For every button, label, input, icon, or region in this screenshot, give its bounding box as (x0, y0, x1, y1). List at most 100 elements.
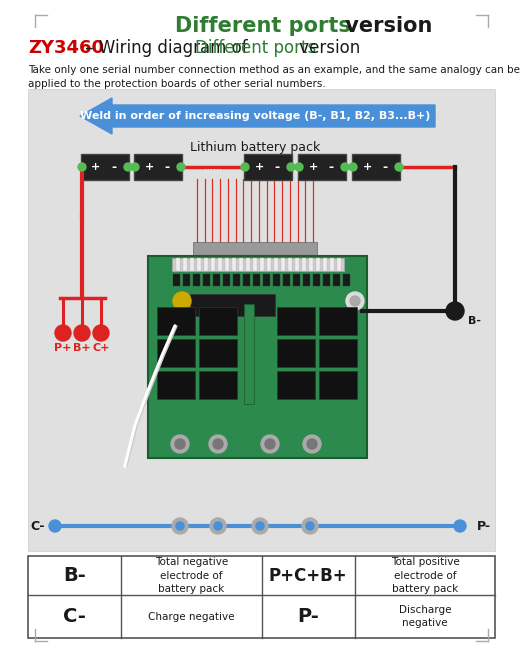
FancyBboxPatch shape (203, 274, 210, 286)
Text: ......: ...... (204, 162, 222, 172)
Circle shape (55, 325, 71, 341)
FancyBboxPatch shape (213, 274, 220, 286)
FancyBboxPatch shape (260, 258, 264, 271)
FancyBboxPatch shape (243, 274, 250, 286)
Circle shape (175, 439, 185, 449)
FancyBboxPatch shape (199, 307, 237, 335)
Circle shape (173, 292, 191, 310)
Circle shape (213, 439, 223, 449)
Circle shape (295, 163, 303, 171)
Circle shape (446, 302, 464, 320)
FancyBboxPatch shape (253, 274, 260, 286)
Circle shape (350, 296, 360, 306)
FancyBboxPatch shape (239, 258, 243, 271)
FancyBboxPatch shape (204, 258, 208, 271)
Text: Lithium battery pack: Lithium battery pack (190, 142, 320, 155)
FancyBboxPatch shape (183, 274, 190, 286)
Text: Discharge
negative: Discharge negative (399, 605, 451, 628)
FancyBboxPatch shape (298, 154, 346, 180)
Text: +: + (362, 162, 372, 172)
FancyBboxPatch shape (193, 242, 317, 256)
Text: +: + (144, 162, 154, 172)
FancyBboxPatch shape (263, 274, 270, 286)
FancyBboxPatch shape (337, 258, 341, 271)
Circle shape (209, 435, 227, 453)
FancyBboxPatch shape (233, 274, 240, 286)
FancyBboxPatch shape (199, 339, 237, 367)
Text: B-: B- (468, 316, 481, 326)
Text: Different ports: Different ports (195, 39, 316, 57)
Text: -: - (111, 161, 117, 173)
FancyBboxPatch shape (319, 307, 357, 335)
Text: +: + (309, 162, 317, 172)
Text: version: version (338, 16, 433, 36)
FancyBboxPatch shape (232, 258, 236, 271)
Text: P-: P- (477, 520, 491, 533)
FancyBboxPatch shape (197, 258, 201, 271)
FancyBboxPatch shape (323, 258, 327, 271)
FancyArrow shape (80, 98, 435, 134)
Circle shape (306, 522, 314, 530)
FancyBboxPatch shape (81, 154, 129, 180)
FancyBboxPatch shape (190, 258, 194, 271)
Circle shape (74, 325, 90, 341)
Circle shape (177, 163, 185, 171)
Text: P+C+B+: P+C+B+ (269, 567, 347, 584)
FancyBboxPatch shape (319, 371, 357, 399)
Text: -: - (328, 161, 334, 173)
FancyBboxPatch shape (303, 274, 310, 286)
Text: Take only one serial number connection method as an example, and the same analog: Take only one serial number connection m… (28, 65, 520, 89)
FancyBboxPatch shape (295, 258, 299, 271)
FancyBboxPatch shape (28, 89, 495, 551)
Text: ZY3460: ZY3460 (28, 39, 104, 57)
FancyBboxPatch shape (333, 274, 340, 286)
Text: Charge negative: Charge negative (148, 611, 235, 622)
Circle shape (176, 522, 184, 530)
Text: C-: C- (31, 520, 46, 533)
FancyBboxPatch shape (157, 307, 195, 335)
FancyBboxPatch shape (319, 339, 357, 367)
FancyBboxPatch shape (274, 258, 278, 271)
FancyBboxPatch shape (244, 154, 292, 180)
Text: Weld in order of increasing voltage (B-, B1, B2, B3...B+): Weld in order of increasing voltage (B-,… (80, 111, 430, 121)
Text: version: version (294, 39, 360, 57)
Text: +: + (254, 162, 264, 172)
FancyBboxPatch shape (28, 556, 495, 638)
Circle shape (303, 435, 321, 453)
Circle shape (454, 520, 466, 532)
Circle shape (346, 292, 364, 310)
FancyBboxPatch shape (283, 274, 290, 286)
Circle shape (349, 163, 357, 171)
Circle shape (261, 435, 279, 453)
FancyBboxPatch shape (273, 274, 280, 286)
Circle shape (171, 435, 189, 453)
Text: B-: B- (63, 566, 86, 585)
FancyBboxPatch shape (281, 258, 285, 271)
Circle shape (49, 520, 61, 532)
FancyBboxPatch shape (246, 258, 250, 271)
FancyBboxPatch shape (288, 258, 292, 271)
FancyBboxPatch shape (313, 274, 320, 286)
FancyBboxPatch shape (176, 258, 180, 271)
FancyBboxPatch shape (316, 258, 320, 271)
FancyBboxPatch shape (148, 256, 367, 458)
FancyBboxPatch shape (134, 154, 182, 180)
Text: Different ports: Different ports (175, 16, 351, 36)
FancyBboxPatch shape (302, 258, 306, 271)
Text: C-: C- (63, 607, 86, 626)
Text: – Wiring diagram of: – Wiring diagram of (80, 39, 253, 57)
Text: -: - (382, 161, 388, 173)
Text: P+: P+ (54, 343, 72, 353)
Text: -: - (275, 161, 280, 173)
FancyBboxPatch shape (253, 258, 257, 271)
FancyBboxPatch shape (193, 274, 200, 286)
FancyBboxPatch shape (244, 304, 254, 404)
Circle shape (241, 163, 249, 171)
Circle shape (341, 163, 349, 171)
Circle shape (93, 325, 109, 341)
FancyBboxPatch shape (323, 274, 330, 286)
FancyBboxPatch shape (277, 339, 315, 367)
Circle shape (265, 439, 275, 449)
FancyBboxPatch shape (293, 274, 300, 286)
FancyBboxPatch shape (277, 307, 315, 335)
